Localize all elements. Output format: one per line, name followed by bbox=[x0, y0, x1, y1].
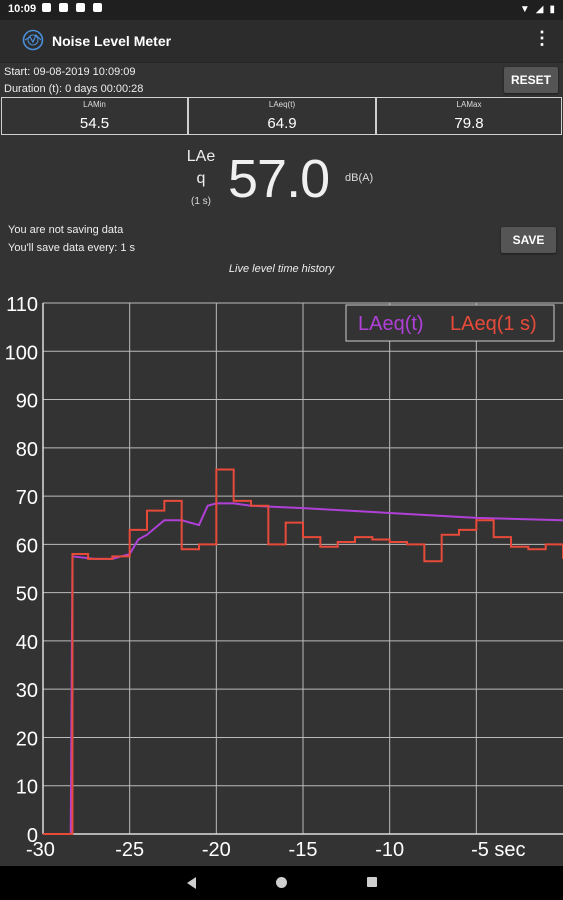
stat-value: 79.8 bbox=[454, 115, 484, 132]
y-tick-label: 70 bbox=[16, 487, 38, 509]
app-bar: Noise Level Meter ⋮ bbox=[0, 20, 563, 63]
status-time: 10:09 bbox=[8, 3, 37, 15]
navigation-bar bbox=[0, 866, 563, 900]
notification-icons bbox=[42, 3, 110, 15]
y-tick-label: 0 bbox=[27, 825, 38, 847]
series-line-laeq-1s bbox=[43, 468, 563, 835]
level-history-chart: 0 10 20 30 40 50 60 70 80 90 100 110 -30 -25 -20 -15 -1… bbox=[5, 294, 563, 861]
x-tick-label: -30 bbox=[26, 839, 55, 861]
stat-label: LAeq(t) bbox=[268, 100, 296, 109]
y-tick-label: 90 bbox=[16, 391, 38, 413]
level-label-line3: (1 s) bbox=[191, 196, 211, 207]
sd-card-icon bbox=[93, 3, 102, 12]
y-tick-label: 80 bbox=[16, 439, 38, 461]
y-tick-label: 60 bbox=[16, 535, 38, 557]
y-tick-label: 50 bbox=[16, 584, 38, 606]
signal-icon: ◢ bbox=[535, 4, 544, 15]
stat-value: 64.9 bbox=[267, 115, 297, 132]
y-tick-label: 20 bbox=[16, 728, 38, 750]
y-tick-label: 110 bbox=[6, 294, 38, 316]
settings-notification-icon bbox=[42, 3, 51, 12]
x-tick-label: -15 bbox=[289, 839, 318, 861]
x-tick-label: -20 bbox=[202, 839, 231, 861]
app-notification-icon bbox=[59, 3, 68, 12]
app-logo-icon bbox=[22, 29, 44, 51]
legend-laeq-1s: LAeq(1 s) bbox=[450, 313, 537, 335]
level-unit: dB(A) bbox=[345, 172, 374, 184]
wifi-icon: ▼ bbox=[519, 4, 530, 15]
level-value: 57.0 bbox=[228, 149, 330, 209]
history-title: Live level time history bbox=[228, 263, 335, 275]
stat-lamin: LAMin 54.5 bbox=[1, 97, 188, 135]
system-icons: ▼ ◢ ▮ bbox=[514, 3, 555, 15]
stat-label: LAMin bbox=[83, 100, 106, 109]
saving-status: You are not saving data bbox=[8, 224, 124, 236]
x-tick-label: -5 sec bbox=[471, 839, 525, 861]
reset-button[interactable]: RESET bbox=[504, 67, 558, 93]
recents-icon[interactable] bbox=[366, 876, 378, 888]
x-tick-label: -10 bbox=[375, 839, 404, 861]
start-time: Start: 09-08-2019 10:09:09 bbox=[4, 66, 136, 78]
level-label-line2: q bbox=[196, 170, 206, 187]
y-tick-label: 100 bbox=[5, 342, 38, 364]
overflow-menu-icon[interactable]: ⋮ bbox=[533, 28, 551, 48]
home-icon[interactable] bbox=[275, 876, 288, 889]
shield-notification-icon bbox=[76, 3, 85, 12]
stat-lamax: LAMax 79.8 bbox=[376, 97, 562, 135]
battery-icon: ▮ bbox=[549, 4, 555, 15]
y-tick-label: 30 bbox=[16, 680, 38, 702]
stat-value: 54.5 bbox=[79, 115, 110, 132]
chart-legend: LAeq(t) LAeq(1 s) bbox=[345, 304, 555, 342]
back-icon[interactable] bbox=[186, 876, 198, 890]
stat-label: LAMax bbox=[456, 100, 482, 109]
app-title: Noise Level Meter bbox=[52, 33, 172, 49]
x-tick-label: -25 bbox=[115, 839, 144, 861]
y-tick-label: 10 bbox=[16, 777, 38, 799]
saving-interval: You'll save data every: 1 s bbox=[8, 242, 136, 254]
duration: Duration (t): 0 days 00:00:28 bbox=[4, 83, 144, 95]
save-button[interactable]: SAVE bbox=[501, 227, 556, 253]
stats-row: LAMin 54.5 LAeq(t) 64.9 LAMax 79.8 bbox=[1, 97, 562, 135]
level-label-line1: LAe bbox=[186, 148, 216, 165]
legend-laeq-t: LAeq(t) bbox=[358, 313, 424, 335]
y-tick-label: 40 bbox=[16, 632, 38, 654]
status-bar: 10:09 ▼ ◢ ▮ bbox=[0, 0, 563, 20]
stat-laeq: LAeq(t) 64.9 bbox=[188, 97, 376, 135]
